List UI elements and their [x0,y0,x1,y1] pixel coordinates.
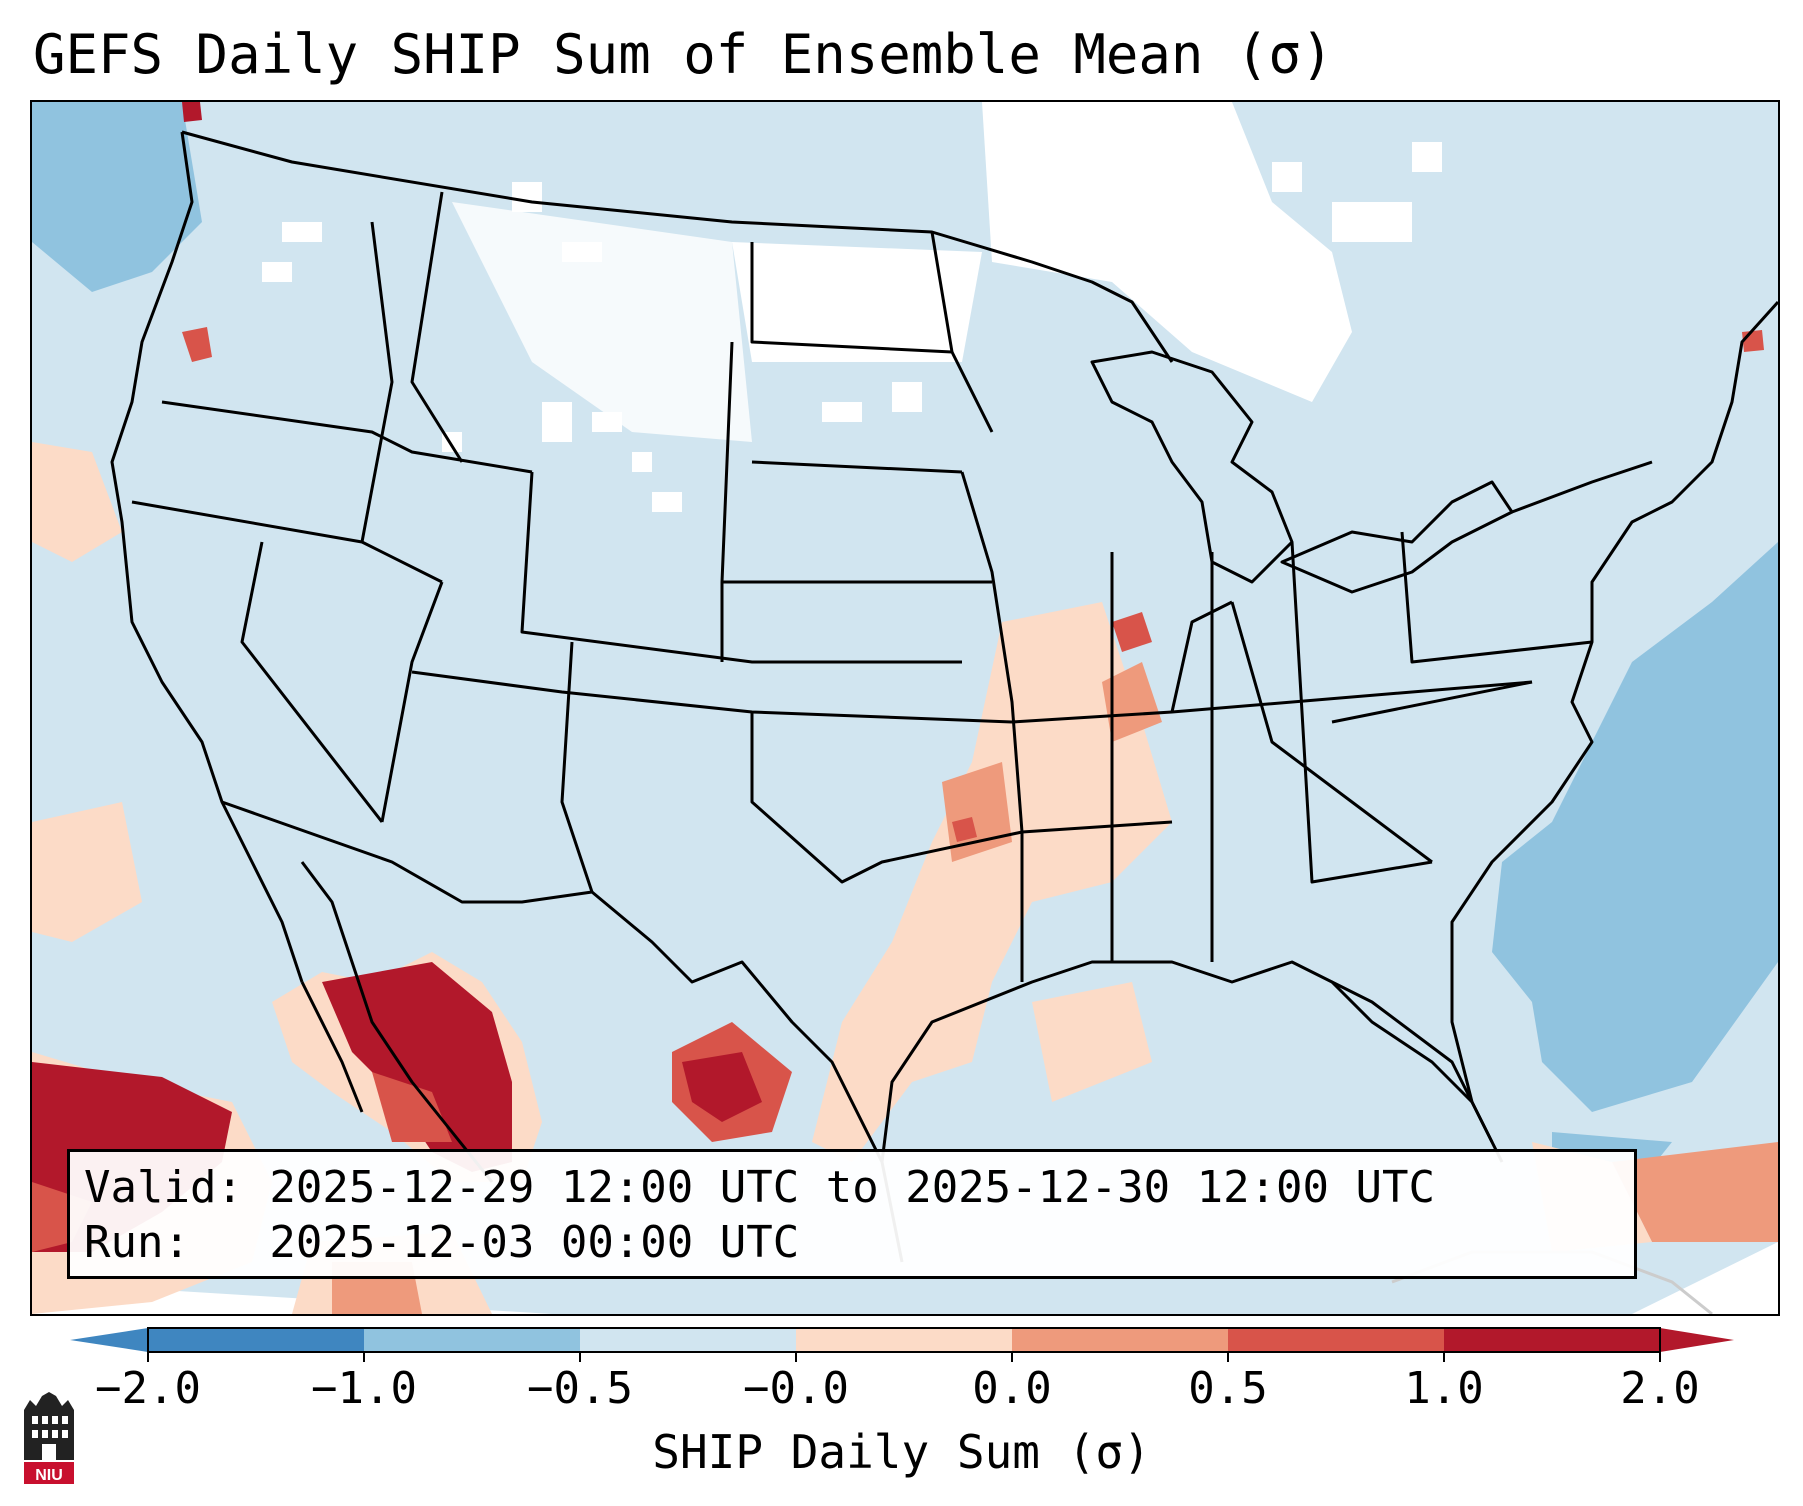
colorbar-label: SHIP Daily Sum (σ) [652,1425,1151,1479]
neutral-region-north [592,102,1352,402]
map-canvas [32,102,1778,1314]
colorbar-tick-label: −1.0 [311,1363,417,1414]
niu-logo: NIU [24,1392,74,1484]
valid-run-info-box: Valid: 2025-12-29 12:00 UTC to 2025-12-3… [67,1149,1637,1279]
boundary-lines [110,130,1778,1263]
colorbar-segment [1444,1328,1661,1352]
colorbar-extend-high [1660,1328,1734,1352]
colorbar-segment [364,1328,581,1352]
colorbar-tick-label: 2.0 [1620,1363,1700,1414]
colorbar-segment [1012,1328,1229,1352]
neutral-speckles [262,142,1442,512]
colorbar-segment [580,1328,797,1352]
neutral-region-dakotas [732,242,982,362]
map-title: GEFS Daily SHIP Sum of Ensemble Mean (σ) [33,23,1334,86]
logo-text: NIU [35,1467,63,1484]
colorbar-segment [1228,1328,1445,1352]
colorbar-segment [796,1328,1013,1352]
colorbar-tick-label: −0.5 [527,1363,633,1414]
map-panel [30,100,1780,1316]
colorbar-tick-label: −0.0 [743,1363,849,1414]
colorbar-segment [148,1328,365,1352]
colorbar-tick-label: 0.5 [1188,1363,1268,1414]
valid-time-text: Valid: 2025-12-29 12:00 UTC to 2025-12-3… [84,1162,1436,1213]
colorbar-extend-low [70,1328,148,1352]
colorbar-tick-label: 0.0 [972,1363,1052,1414]
colorbar-tick-label: −2.0 [95,1363,201,1414]
negative-anomaly-patches [32,102,1778,1192]
neutral-region-montana [452,202,752,442]
run-time-text: Run: 2025-12-03 00:00 UTC [84,1217,800,1268]
colorbar-tick-label: 1.0 [1404,1363,1484,1414]
colorbar [70,1327,1734,1362]
